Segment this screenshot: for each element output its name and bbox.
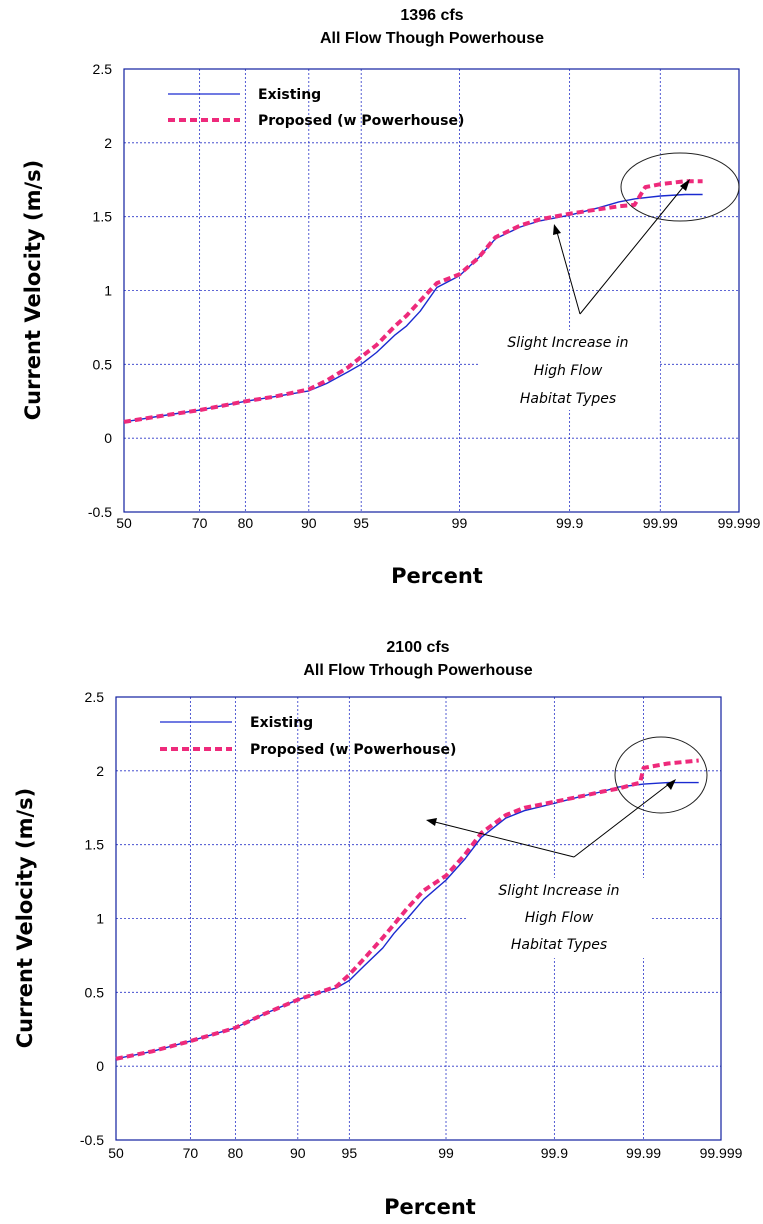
- chart-1-arrow-left: [556, 231, 581, 315]
- chart-1-annotation-line-1: Slight Increase in: [507, 335, 628, 351]
- chart-1-x-tick-99: 99: [452, 515, 468, 531]
- chart-2-y-tick-0: 0: [96, 1058, 104, 1074]
- chart-1-x-tick-99.999: 99.999: [718, 515, 761, 531]
- chart-1-arrowhead-right: [680, 179, 690, 191]
- chart-1-series-layer: [123, 179, 703, 424]
- chart-1-x-tick-90: 90: [301, 515, 317, 531]
- chart-2-grid: [116, 697, 721, 1140]
- chart-2-title: 2100 cfs: [386, 639, 449, 656]
- chart-2-x-tick-50: 50: [108, 1145, 124, 1161]
- chart-2-subtitle: All Flow Trhough Powerhouse: [303, 662, 532, 679]
- chart-1-title: 1396 cfs: [400, 7, 463, 24]
- chart-1-x-axis-label: Percent: [391, 564, 483, 588]
- chart-2: 2100 cfs All Flow Trhough Powerhouse 50 7…: [13, 639, 743, 1219]
- chart-2-x-tick-70: 70: [183, 1145, 199, 1161]
- chart-2-y-tick-2: 2: [96, 763, 104, 779]
- chart-2-arrowhead-right: [666, 779, 676, 790]
- chart-1-annotation-box: [478, 330, 660, 410]
- chart-1-series-proposed-line: [123, 179, 703, 424]
- chart-2-arrow-right: [573, 783, 670, 858]
- chart-2-x-tick-90: 90: [290, 1145, 306, 1161]
- chart-2-highlight-ellipse: [614, 736, 708, 814]
- chart-1-y-tick-2: 2: [104, 135, 112, 151]
- chart-1-y-tick-1: 1: [104, 283, 112, 299]
- chart-1-x-tick-95: 95: [353, 515, 369, 531]
- chart-2-arrow-left: [434, 821, 575, 858]
- chart-2-legend: Existing Proposed (w Powerhouse): [160, 715, 456, 758]
- chart-2-annotation-box: [468, 878, 650, 958]
- chart-1-annotation-line-3: Habitat Types: [520, 391, 616, 407]
- chart-2-x-tick-99.999: 99.999: [700, 1145, 743, 1161]
- chart-1-legend-existing: Existing: [258, 87, 321, 103]
- chart-2-x-tick-99.99: 99.99: [626, 1145, 661, 1161]
- chart-1-subtitle: All Flow Though Powerhouse: [320, 30, 544, 47]
- chart-1-plot-frame: [123, 68, 740, 513]
- chart-1-tick-labels: 50 70 80 90 95 99 99.9 99.99 99.999 2.5 2 1.5 1 0.5 0 -…: [88, 61, 761, 531]
- chart-2-y-tick-2.5: 2.5: [85, 689, 105, 705]
- chart-2-legend-existing: Existing: [250, 715, 313, 731]
- chart-2-series-proposed-line: [115, 758, 699, 1061]
- chart-1-x-tick-80: 80: [238, 515, 254, 531]
- chart-2-legend-proposed: Proposed (w Powerhouse): [250, 742, 456, 758]
- chart-2-tick-labels: 50 70 80 90 95 99 99.9 99.99 99.999 2.5 2 1.5 1 0.5 0 -…: [80, 689, 743, 1161]
- chart-2-plot-frame: [115, 696, 722, 1141]
- chart-1-y-axis-label: Current Velocity (m/s): [21, 160, 45, 421]
- chart-1-x-tick-70: 70: [192, 515, 208, 531]
- chart-1-legend: Existing Proposed (w Powerhouse): [168, 87, 464, 129]
- chart-2-annotation-line-2: High Flow: [525, 910, 594, 926]
- chart-2-x-tick-95: 95: [342, 1145, 358, 1161]
- chart-1-y-tick--0.5: -0.5: [88, 504, 112, 520]
- chart-2-x-tick-99: 99: [438, 1145, 454, 1161]
- chart-1-legend-proposed: Proposed (w Powerhouse): [258, 113, 464, 129]
- chart-1-x-tick-99.9: 99.9: [556, 515, 583, 531]
- chart-2-y-axis-label: Current Velocity (m/s): [13, 788, 37, 1049]
- chart-2-annotation: Slight Increase in High Flow Habitat Typ…: [426, 736, 708, 958]
- chart-1-highlight-ellipse: [620, 152, 740, 222]
- chart-1-arrowhead-left: [553, 224, 561, 235]
- chart-1-y-tick-0: 0: [104, 430, 112, 446]
- chart-1-x-tick-99.99: 99.99: [643, 515, 678, 531]
- chart-2-annotation-line-1: Slight Increase in: [498, 883, 619, 899]
- chart-2-y-tick-0.5: 0.5: [85, 984, 105, 1000]
- chart-1-y-tick-0.5: 0.5: [93, 356, 113, 372]
- chart-1: 1396 cfs All Flow Though Powerhouse 50 70…: [21, 7, 761, 588]
- chart-2-y-tick-1: 1: [96, 911, 104, 927]
- chart-1-x-tick-50: 50: [116, 515, 132, 531]
- chart-1-annotation: Slight Increase in High Flow Habitat Typ…: [478, 152, 740, 410]
- chart-2-x-tick-99.9: 99.9: [541, 1145, 568, 1161]
- chart-2-x-axis-label: Percent: [384, 1195, 476, 1219]
- chart-2-x-tick-80: 80: [228, 1145, 244, 1161]
- chart-2-y-tick--0.5: -0.5: [80, 1132, 104, 1148]
- chart-2-y-tick-1.5: 1.5: [85, 837, 105, 853]
- chart-2-series-layer: [115, 758, 699, 1061]
- chart-1-grid: [124, 69, 739, 512]
- chart-2-annotation-line-3: Habitat Types: [511, 937, 607, 953]
- chart-2-arrowhead-left: [426, 818, 437, 826]
- chart-1-annotation-line-2: High Flow: [534, 363, 603, 379]
- chart-1-y-tick-2.5: 2.5: [93, 61, 113, 77]
- chart-1-y-tick-1.5: 1.5: [93, 209, 113, 225]
- chart-1-arrow-right: [579, 185, 685, 315]
